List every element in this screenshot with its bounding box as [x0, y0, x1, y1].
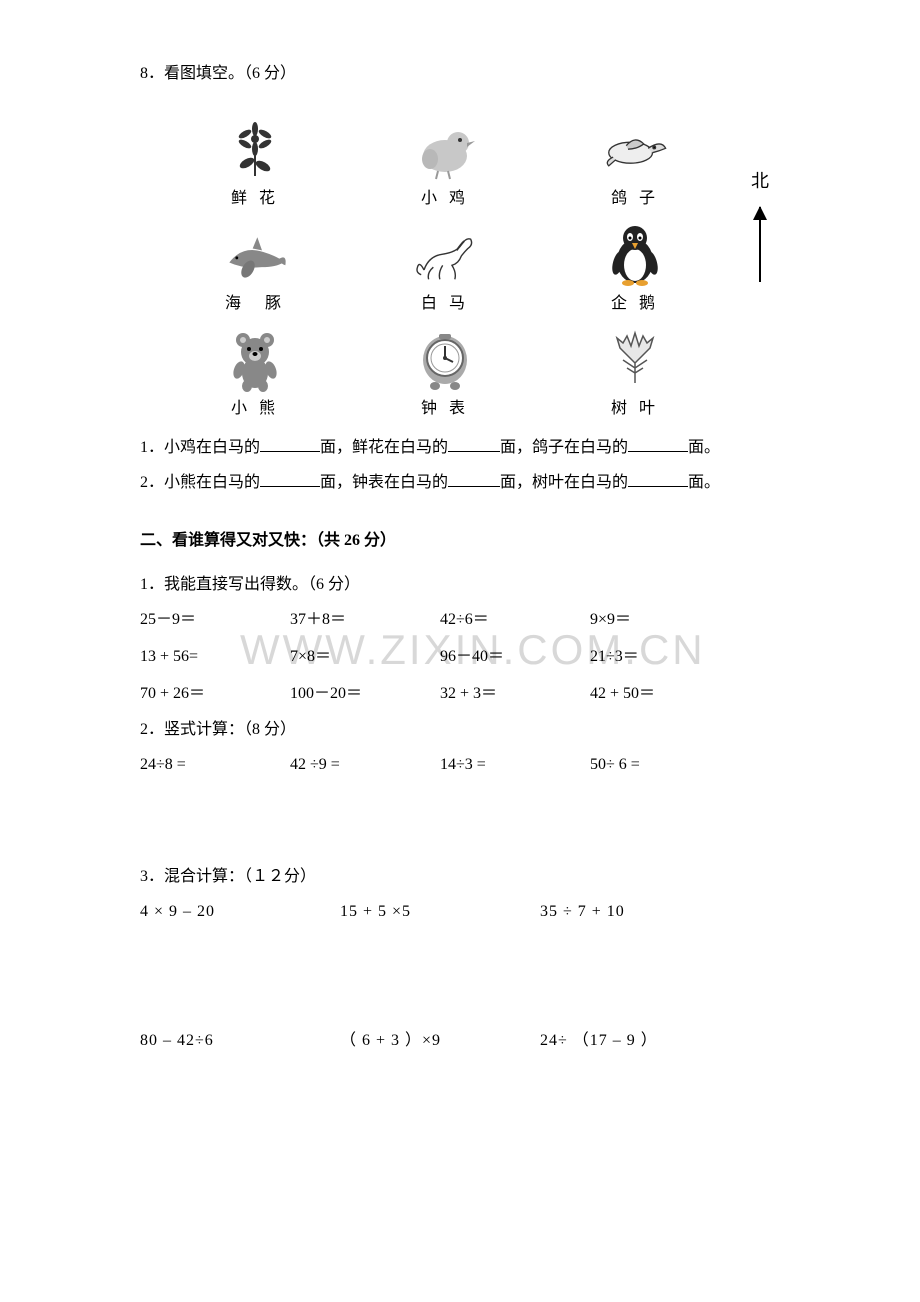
vert-cell: 42 ÷9 =: [290, 751, 440, 780]
grid-item-leaf: 树 叶: [540, 319, 730, 424]
grid-item-horse: 白 马: [350, 214, 540, 319]
section-2-title: 二、看谁算得又对又快：（共 26 分）: [140, 527, 820, 556]
chick-label: 小 鸡: [421, 185, 469, 214]
flower-label: 鲜 花: [231, 185, 279, 214]
calc-cell: 21÷3＝: [590, 643, 740, 672]
blank: [448, 436, 500, 452]
pigeon-icon: [600, 118, 670, 183]
fill2-t3: 面，树叶在白马的: [500, 474, 628, 491]
mix-row-2: 80 – 42÷6 （ 6 + 3 ）×9 24÷ （17 – 9 ）: [140, 1027, 820, 1056]
blank: [628, 436, 688, 452]
mix-cell: 4 × 9 – 20: [140, 898, 340, 927]
calc-row-3: 70 + 26＝ 100－20＝ 32 + 3＝ 42 + 50＝: [140, 680, 820, 709]
grid-item-chick: 小 鸡: [350, 109, 540, 214]
q8-header: 8．看图填空。（6 分）: [140, 60, 820, 89]
bear-icon: [220, 328, 290, 393]
bear-label: 小 熊: [231, 395, 279, 424]
grid-item-dolphin: 海 豚: [160, 214, 350, 319]
dolphin-icon: [220, 223, 290, 288]
calc-cell: 7×8＝: [290, 643, 440, 672]
grid-item-flower: 鲜 花: [160, 109, 350, 214]
s2-q1-label: 1．我能直接写出得数。（6 分）: [140, 571, 820, 600]
penguin-icon: [600, 223, 670, 288]
fill1-t1: 1．小鸡在白马的: [140, 439, 260, 456]
q8-fill-1: 1．小鸡在白马的 面，鲜花在白马的 面，鸽子在白马的 面。: [140, 434, 820, 463]
blank: [260, 471, 320, 487]
calc-cell: 13 + 56=: [140, 643, 290, 672]
flower-icon: [220, 118, 290, 183]
calc-row-2: 13 + 56= 7×8＝ 96－40＝ 21÷3＝: [140, 643, 820, 672]
vert-cell: 24÷8 =: [140, 751, 290, 780]
mix-cell: 80 – 42÷6: [140, 1027, 340, 1056]
blank: [260, 436, 320, 452]
horse-icon: [410, 223, 480, 288]
calc-cell: 100－20＝: [290, 680, 440, 709]
mix-cell: （ 6 + 3 ）×9: [340, 1027, 540, 1056]
calc-cell: 70 + 26＝: [140, 680, 290, 709]
fill1-t4: 面。: [688, 439, 720, 456]
grid-item-clock: 钟 表: [350, 319, 540, 424]
calc-cell: 96－40＝: [440, 643, 590, 672]
horse-label: 白 马: [421, 290, 469, 319]
grid-item-pigeon: 鸽 子: [540, 109, 730, 214]
mix-cell: 15 + 5 ×5: [340, 898, 540, 927]
fill2-t4: 面。: [688, 474, 720, 491]
grid-item-penguin: 企 鹅: [540, 214, 730, 319]
vert-cell: 50÷ 6 =: [590, 751, 740, 780]
calc-cell: 42÷6＝: [440, 606, 590, 635]
blank: [448, 471, 500, 487]
north-indicator: 北: [730, 109, 790, 319]
calc-row-1: 25－9＝ 37＋8＝ 42÷6＝ 9×9＝: [140, 606, 820, 635]
calc-cell: 25－9＝: [140, 606, 290, 635]
fill2-t1: 2．小熊在白马的: [140, 474, 260, 491]
calc-cell: 9×9＝: [590, 606, 740, 635]
fill2-t2: 面，钟表在白马的: [320, 474, 448, 491]
vert-row: 24÷8 = 42 ÷9 = 14÷3 = 50÷ 6 =: [140, 751, 820, 780]
clock-label: 钟 表: [421, 395, 469, 424]
north-label: 北: [751, 165, 769, 197]
mix-cell: 24÷ （17 – 9 ）: [540, 1027, 740, 1056]
image-grid: 鲜 花 小 鸡: [160, 109, 820, 424]
s2-q2-label: 2．竖式计算：（8 分）: [140, 716, 820, 745]
chick-icon: [410, 118, 480, 183]
s2-q3-label: 3．混合计算：（１２分）: [140, 863, 820, 892]
q8-fill-2: 2．小熊在白马的 面，钟表在白马的 面，树叶在白马的 面。: [140, 469, 820, 498]
penguin-label: 企 鹅: [611, 290, 659, 319]
fill1-t2: 面，鲜花在白马的: [320, 439, 448, 456]
grid-item-bear: 小 熊: [160, 319, 350, 424]
clock-icon: [410, 328, 480, 393]
mix-row-1: 4 × 9 – 20 15 + 5 ×5 35 ÷ 7 + 10: [140, 898, 820, 927]
dolphin-label: 海 豚: [225, 290, 285, 319]
mix-cell: 35 ÷ 7 + 10: [540, 898, 740, 927]
calc-cell: 32 + 3＝: [440, 680, 590, 709]
fill1-t3: 面，鸽子在白马的: [500, 439, 628, 456]
leaf-label: 树 叶: [611, 395, 659, 424]
blank: [628, 471, 688, 487]
calc-cell: 42 + 50＝: [590, 680, 740, 709]
calc-cell: 37＋8＝: [290, 606, 440, 635]
pigeon-label: 鸽 子: [611, 185, 659, 214]
arrow-up-icon: [759, 207, 761, 282]
vert-cell: 14÷3 =: [440, 751, 590, 780]
leaf-icon: [600, 328, 670, 393]
